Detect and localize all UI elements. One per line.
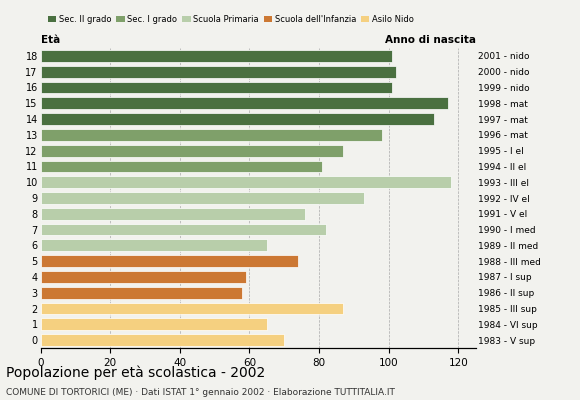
Text: Anno di nascita: Anno di nascita (385, 35, 476, 45)
Legend: Sec. II grado, Sec. I grado, Scuola Primaria, Scuola dell'Infanzia, Asilo Nido: Sec. II grado, Sec. I grado, Scuola Prim… (45, 12, 417, 27)
Bar (41, 334, 284, 346)
Bar (41, 287, 242, 299)
Text: COMUNE DI TORTORICI (ME) · Dati ISTAT 1° gennaio 2002 · Elaborazione TUTTITALIA.: COMUNE DI TORTORICI (ME) · Dati ISTAT 1°… (6, 388, 394, 397)
Bar (41, 145, 343, 156)
Bar (41, 224, 326, 236)
Bar (41, 303, 343, 314)
Text: Popolazione per età scolastica - 2002: Popolazione per età scolastica - 2002 (6, 366, 265, 380)
Bar (41, 271, 246, 283)
Bar (41, 255, 298, 267)
Bar (41, 113, 434, 125)
Bar (41, 66, 396, 78)
Bar (41, 129, 382, 141)
Bar (41, 82, 392, 93)
Bar (41, 50, 392, 62)
Bar (41, 176, 451, 188)
Text: Età: Età (41, 35, 60, 45)
Bar (41, 318, 267, 330)
Bar (41, 192, 364, 204)
Bar (41, 97, 448, 109)
Bar (41, 240, 267, 251)
Bar (41, 160, 322, 172)
Bar (41, 208, 305, 220)
